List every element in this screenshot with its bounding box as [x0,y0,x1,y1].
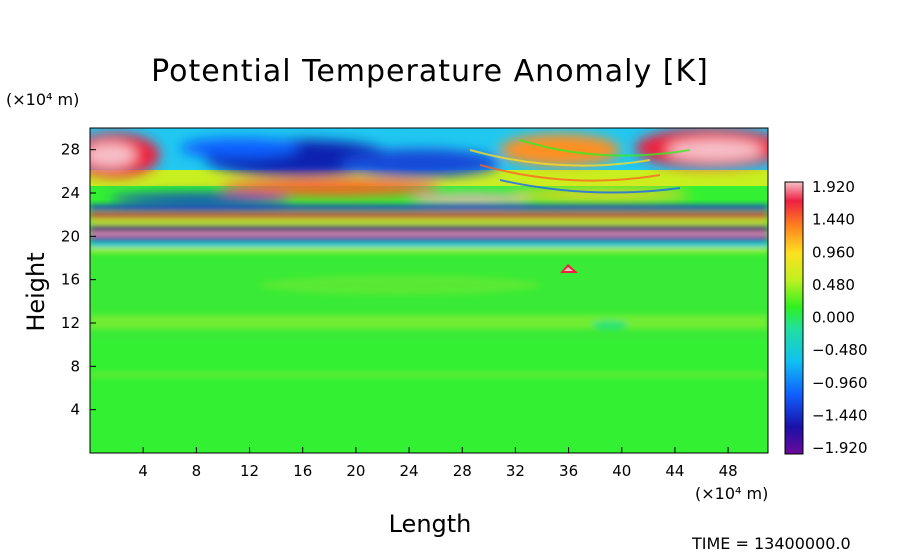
chart-title: Potential Temperature Anomaly [K] [151,54,709,89]
x-tick-label: 44 [665,462,684,480]
y-tick-label: 4 [70,401,80,419]
x-tick-label: 4 [138,462,148,480]
colorbar-tick-label: −1.440 [812,406,868,424]
colorbar-tick-label: 1.920 [812,178,855,196]
x-tick-label: 32 [506,462,525,480]
x-tick-label: 16 [293,462,312,480]
y-tick-label: 12 [61,314,80,332]
colorbar-tick-label: 0.000 [812,309,855,327]
colorbar-tick-label: −0.480 [812,341,868,359]
heatmap-field [90,128,768,453]
y-tick-label: 16 [61,271,80,289]
y-tick-label: 24 [61,184,80,202]
x-tick-label: 24 [400,462,419,480]
colorbar-tick-label: 0.480 [812,276,855,294]
colorbar-tick-label: −1.920 [812,439,868,457]
y-axis-unit: (×10⁴ m) [6,90,80,109]
x-axis-unit: (×10⁴ m) [695,484,769,503]
x-axis-label: Length [388,510,472,538]
colorbar-tick-label: −0.960 [812,374,868,392]
x-tick-label: 28 [453,462,472,480]
colorbar-tick-label: 1.440 [812,211,855,229]
x-tick-label: 20 [346,462,365,480]
x-tick-label: 12 [240,462,259,480]
x-tick-label: 36 [559,462,578,480]
x-tick-label: 48 [719,462,738,480]
x-tick-label: 40 [612,462,631,480]
x-tick-label: 8 [192,462,202,480]
colorbar-tick-label: 0.960 [812,243,855,261]
y-tick-label: 20 [61,227,80,245]
y-tick-label: 8 [70,357,80,375]
y-tick-label: 28 [61,141,80,159]
